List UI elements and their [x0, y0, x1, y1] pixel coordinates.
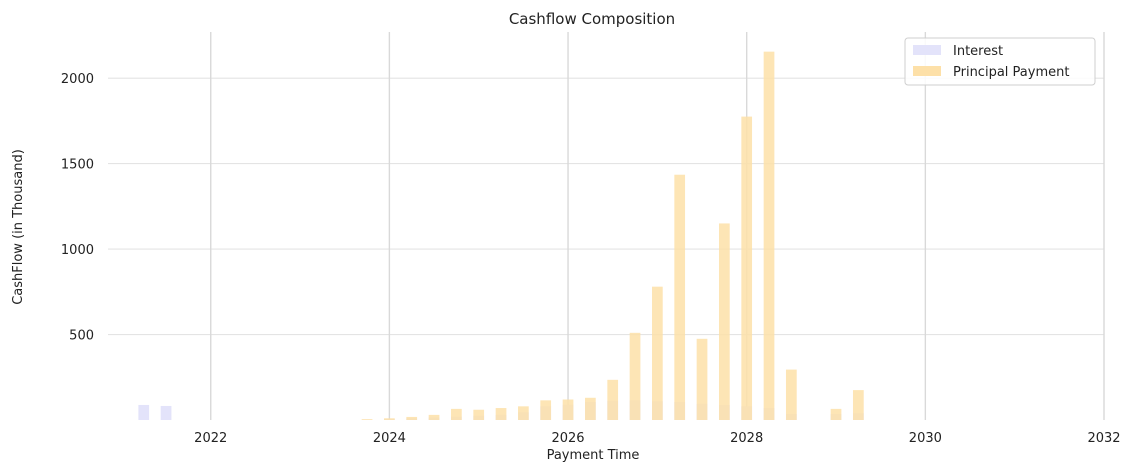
- bar-principal-payment: [629, 332, 641, 420]
- bar-principal-payment: [696, 338, 708, 420]
- bar-principal-payment: [473, 409, 485, 420]
- tick-labels: 500 1000 1500 2000 2022 2024 2026 2028 2030 2032: [61, 72, 1121, 446]
- y-axis-label: CashFlow (in Thousand): [11, 149, 26, 305]
- bar-principal-payment: [451, 408, 462, 420]
- bar-principal-payment: [674, 174, 686, 420]
- bar-principal-payment: [384, 418, 395, 420]
- bar-principal-payment: [540, 400, 552, 420]
- y-tick-label: 2000: [61, 72, 94, 87]
- x-tick-label: 2032: [1087, 431, 1120, 446]
- bar-interest: [138, 404, 150, 420]
- x-tick-label: 2026: [551, 431, 584, 446]
- grid: [108, 32, 1105, 420]
- bar-principal-payment: [428, 414, 440, 420]
- bar-principal-payment: [361, 419, 373, 420]
- legend-label-principal-payment: Principal Payment: [953, 65, 1069, 80]
- bar-principal-payment: [406, 416, 418, 420]
- bar-principal-payment: [652, 286, 663, 420]
- bar-principal-payment: [607, 379, 619, 420]
- bar-principal-payment: [585, 397, 596, 420]
- chart-title: Cashflow Composition: [509, 10, 675, 28]
- legend-frame: [904, 37, 1096, 86]
- y-tick-label: 1000: [61, 243, 94, 258]
- x-tick-label: 2030: [909, 431, 942, 446]
- legend: Interest Principal Payment: [904, 37, 1096, 86]
- y-tick-label: 1500: [61, 158, 94, 173]
- x-axis-label: Payment Time: [547, 448, 640, 463]
- legend-label-interest: Interest: [953, 44, 1003, 59]
- x-tick-label: 2028: [730, 431, 763, 446]
- bar-principal-payment: [718, 223, 730, 420]
- y-tick-label: 500: [69, 329, 94, 344]
- bar-principal-payment: [518, 406, 529, 420]
- bar-principal-payment: [830, 408, 842, 420]
- bar-principal-payment: [741, 116, 753, 420]
- bars: [138, 51, 864, 421]
- x-tick-label: 2024: [373, 431, 406, 446]
- legend-swatch-interest: [913, 45, 941, 55]
- x-tick-label: 2022: [194, 431, 227, 446]
- bar-principal-payment: [495, 408, 507, 420]
- bar-principal-payment: [763, 51, 775, 421]
- legend-swatch-principal-payment: [913, 66, 941, 76]
- bar-interest: [160, 405, 172, 420]
- bar-principal-payment: [785, 369, 797, 420]
- bar-principal-payment: [852, 390, 864, 420]
- bar-principal-payment: [562, 399, 574, 420]
